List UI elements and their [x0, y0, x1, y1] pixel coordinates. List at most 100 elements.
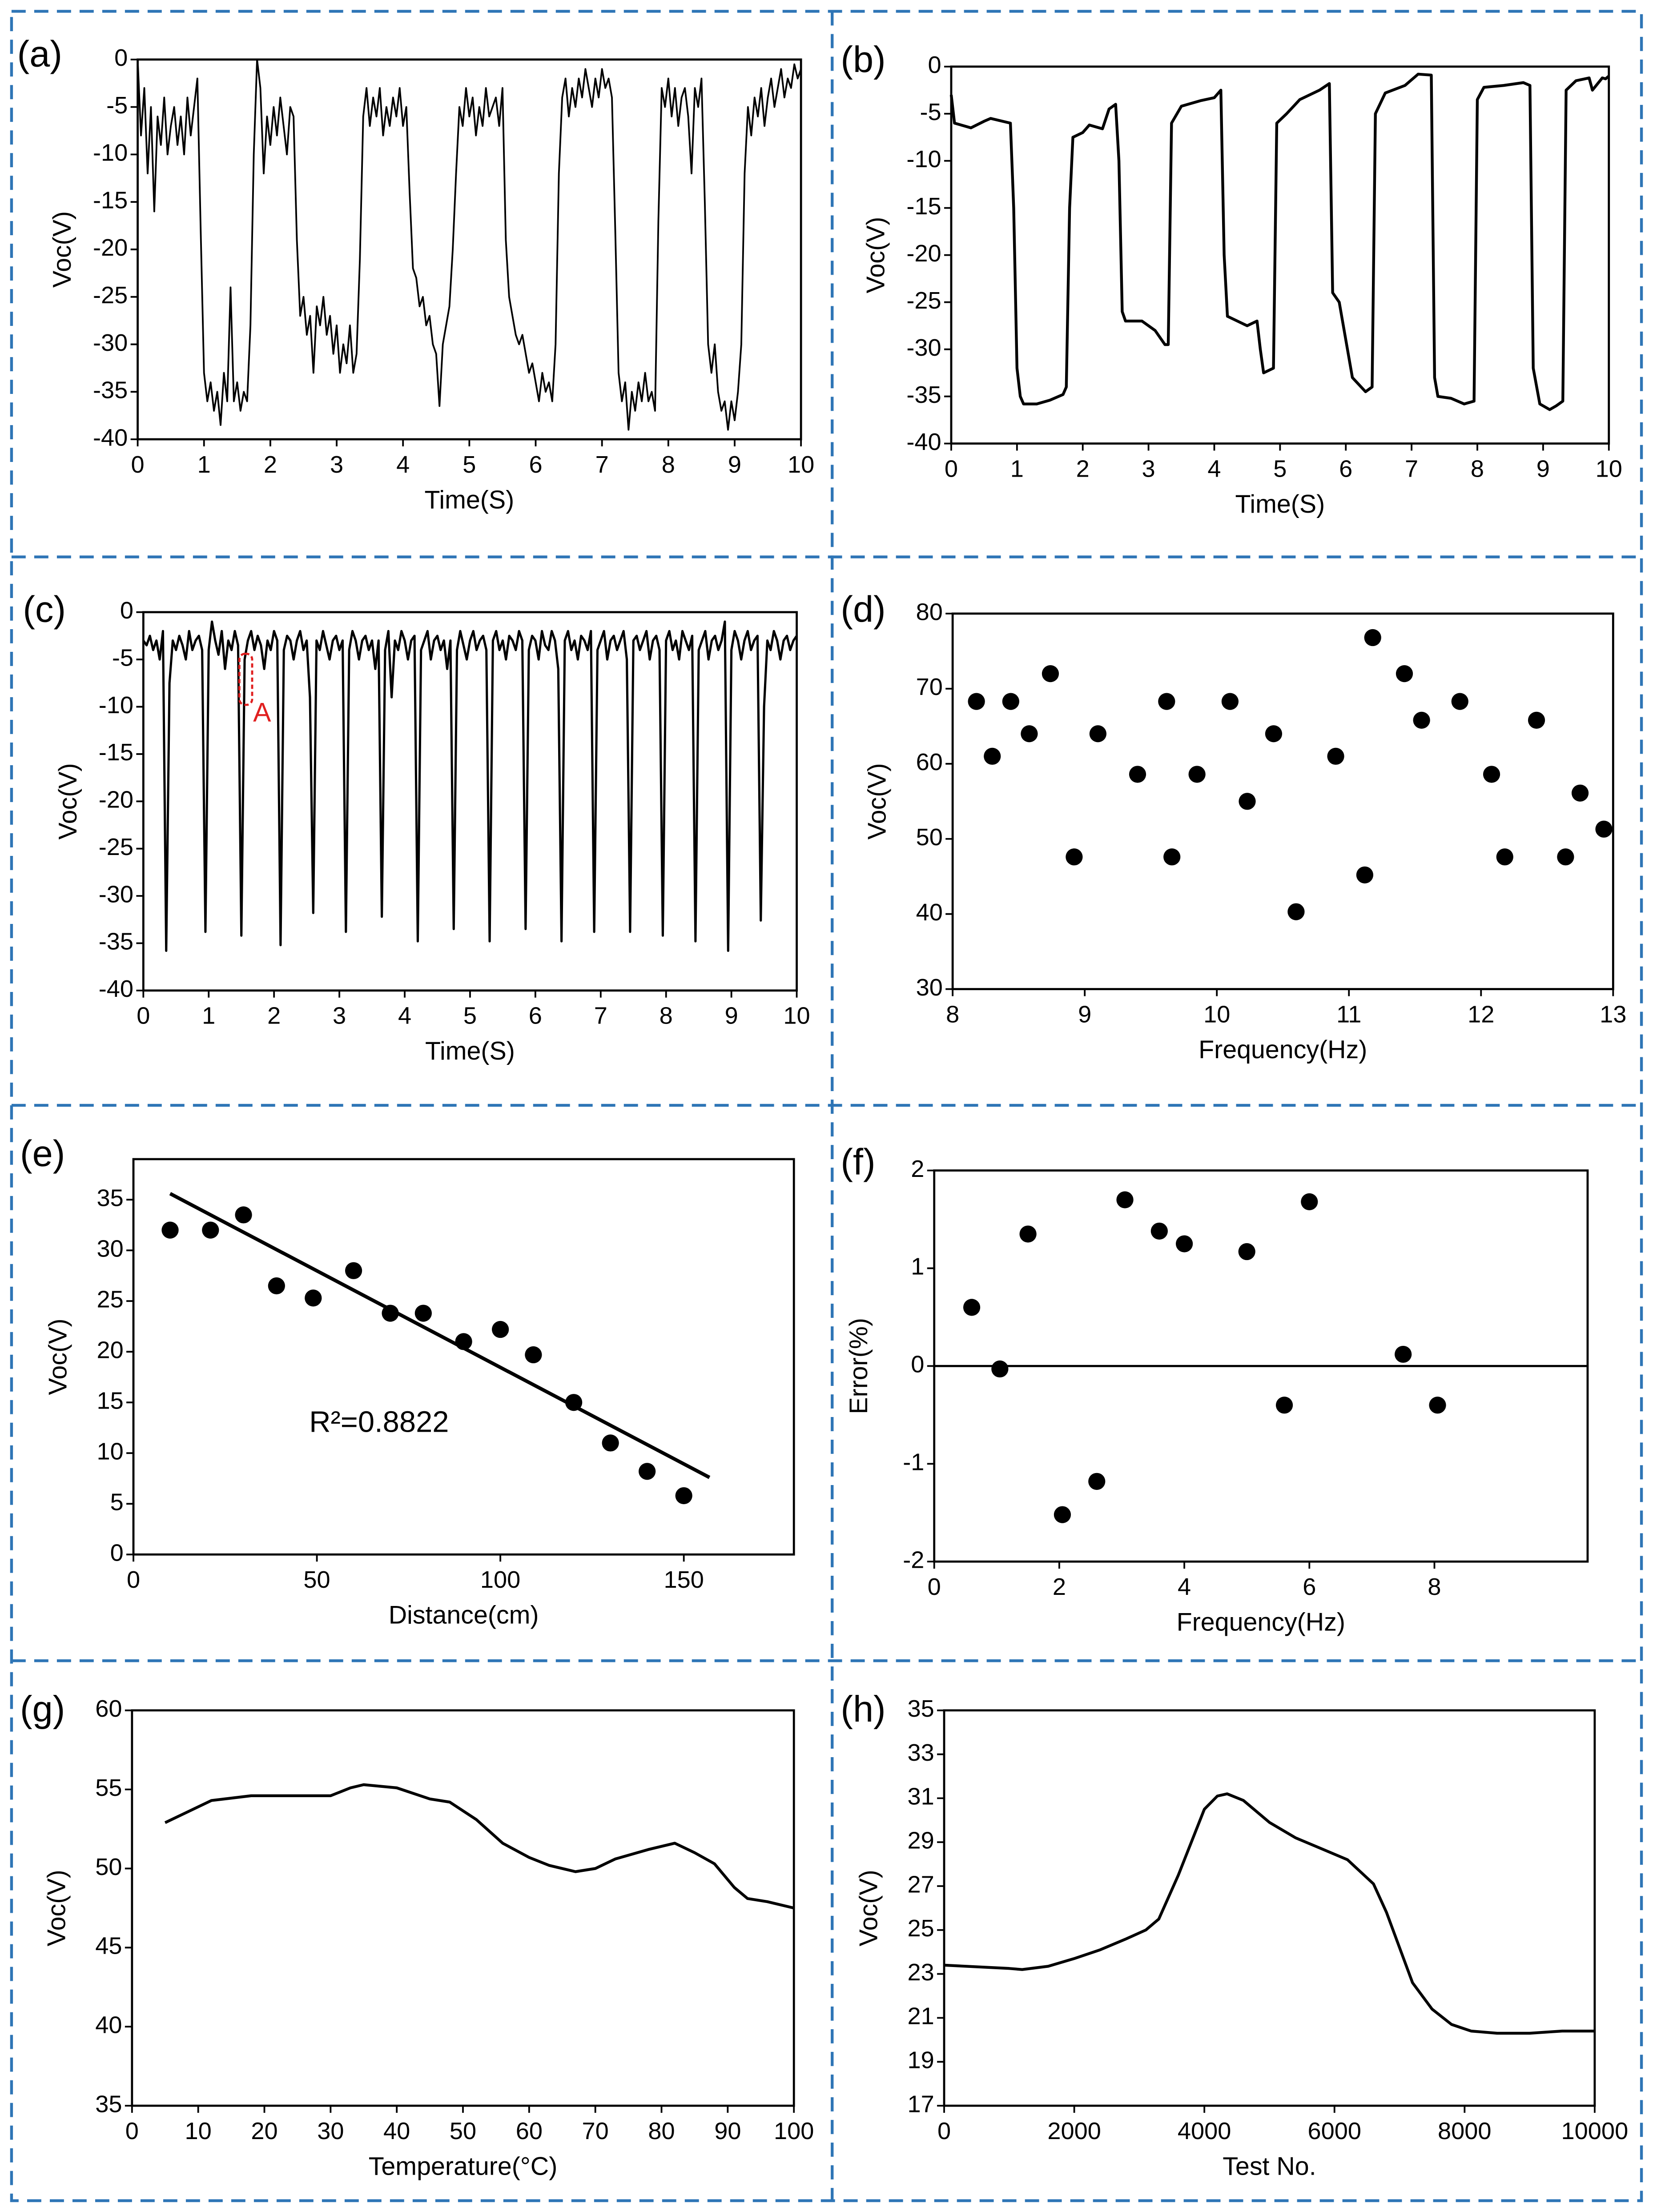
data-point	[268, 1277, 285, 1295]
x-tick-label: 8	[662, 451, 675, 478]
y-tick-label: 23	[907, 1959, 934, 1986]
data-point	[305, 1289, 322, 1307]
x-tick-label: 1	[1010, 455, 1024, 482]
data-point	[1301, 1193, 1318, 1211]
x-tick-label: 30	[317, 2118, 344, 2144]
y-tick-label: -20	[93, 234, 128, 261]
y-tick-label: 0	[928, 52, 941, 78]
y-tick-label: 50	[95, 1854, 122, 1880]
x-tick-label: 2	[267, 1003, 281, 1029]
y-tick-label: 10	[97, 1438, 123, 1465]
data-point	[382, 1305, 399, 1322]
y-tick-label: -5	[920, 99, 941, 125]
x-tick-label: 6	[529, 451, 542, 478]
x-tick-label: 6	[529, 1003, 542, 1029]
y-tick-label: 50	[916, 824, 943, 851]
y-tick-label: -30	[906, 334, 941, 361]
x-tick-label: 6000	[1307, 2118, 1361, 2144]
y-tick-label: -30	[99, 881, 133, 907]
data-point	[1175, 1235, 1193, 1253]
data-point	[1287, 903, 1305, 920]
y-tick-label: 30	[916, 974, 943, 1001]
x-axis-title: Time(S)	[425, 1037, 515, 1065]
y-tick-label: -40	[906, 429, 941, 455]
x-tick-label: 9	[1536, 455, 1550, 482]
data-point	[161, 1221, 179, 1239]
data-point	[675, 1487, 692, 1505]
data-point	[991, 1360, 1009, 1378]
y-tick-label: 33	[907, 1739, 934, 1766]
y-tick-label: 35	[97, 1185, 123, 1212]
x-axis-title: Frequency(Hz)	[1177, 1608, 1345, 1637]
y-tick-label: -2	[903, 1546, 924, 1573]
x-tick-label: 9	[725, 1003, 738, 1029]
x-tick-label: 4	[398, 1003, 411, 1029]
y-tick-label: 35	[907, 1695, 934, 1722]
x-tick-label: 20	[251, 2118, 278, 2144]
x-tick-label: 8000	[1438, 2118, 1492, 2144]
y-tick-label: -25	[93, 282, 128, 309]
x-tick-label: 40	[383, 2118, 410, 2144]
data-point	[968, 693, 985, 710]
x-axis-title: Distance(cm)	[389, 1601, 539, 1630]
x-tick-label: 10	[1596, 455, 1622, 482]
panel-label: (b)	[841, 39, 885, 80]
y-axis-title: Voc(V)	[854, 1870, 883, 1946]
data-point	[1496, 848, 1513, 866]
x-tick-label: 0	[937, 2118, 951, 2144]
data-point	[455, 1333, 472, 1350]
data-point	[1557, 848, 1574, 866]
data-point	[1238, 1243, 1255, 1261]
x-tick-label: 8	[1471, 455, 1484, 482]
plot-frame	[943, 1709, 1596, 2107]
y-tick-label: 30	[97, 1236, 123, 1262]
x-tick-label: 4	[1178, 1574, 1191, 1600]
y-tick-label: -10	[906, 146, 941, 173]
data-point	[1528, 711, 1545, 729]
data-point	[1188, 766, 1206, 783]
x-tick-label: 9	[1078, 1001, 1091, 1028]
data-point	[1451, 693, 1468, 710]
y-tick-label: -40	[93, 424, 128, 451]
fit-line	[169, 1192, 711, 1479]
data-point	[235, 1206, 252, 1224]
x-tick-label: 70	[582, 2118, 609, 2144]
x-tick-label: 10	[185, 2118, 212, 2144]
y-tick-label: -20	[906, 240, 941, 267]
x-tick-label: 0	[137, 1003, 150, 1029]
data-point	[1396, 665, 1413, 682]
y-axis-title: Voc(V)	[44, 1319, 72, 1395]
x-tick-label: 100	[480, 1566, 520, 1593]
x-tick-label: 60	[516, 2118, 543, 2144]
data-point	[1116, 1191, 1134, 1208]
x-tick-label: 10000	[1561, 2118, 1629, 2144]
annotation-box	[238, 653, 253, 706]
x-tick-label: 10	[788, 451, 814, 478]
x-tick-label: 2	[264, 451, 277, 478]
y-tick-label: 0	[110, 1540, 124, 1566]
y-tick-label: -15	[906, 193, 941, 220]
x-tick-label: 3	[330, 451, 343, 478]
data-point	[1066, 848, 1083, 866]
x-tick-label: 0	[928, 1574, 941, 1600]
data-point	[1364, 629, 1381, 646]
x-tick-label: 90	[714, 2118, 741, 2144]
data-point	[565, 1394, 583, 1411]
y-tick-label: 2	[911, 1156, 924, 1182]
y-tick-label: 27	[907, 1871, 934, 1898]
y-tick-label: -10	[99, 692, 133, 719]
y-axis-title: Voc(V)	[42, 1870, 71, 1946]
x-tick-label: 1	[202, 1003, 215, 1029]
x-axis-title: Test No.	[1223, 2152, 1316, 2180]
y-tick-label: 5	[110, 1489, 124, 1516]
x-tick-label: 2	[1076, 455, 1090, 482]
y-tick-label: -1	[903, 1449, 924, 1476]
plot-frame	[132, 1158, 795, 1556]
data-point	[1595, 820, 1613, 838]
data-line	[137, 58, 802, 431]
y-tick-label: 17	[907, 2091, 934, 2117]
x-tick-label: 150	[664, 1566, 704, 1593]
y-tick-label: 1	[911, 1253, 924, 1280]
data-point	[1054, 1506, 1071, 1523]
